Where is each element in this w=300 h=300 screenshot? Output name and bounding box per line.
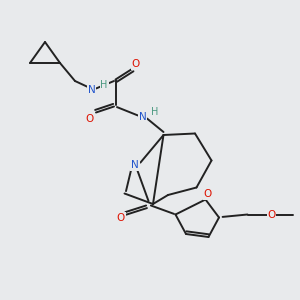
Text: N: N	[139, 112, 146, 122]
Text: O: O	[204, 189, 212, 199]
Text: O: O	[267, 209, 276, 220]
Text: O: O	[116, 213, 125, 223]
Text: O: O	[85, 114, 94, 124]
Text: N: N	[88, 85, 95, 95]
Text: H: H	[100, 80, 108, 90]
Text: O: O	[131, 59, 140, 69]
Text: H: H	[152, 106, 159, 117]
Text: N: N	[131, 160, 139, 170]
